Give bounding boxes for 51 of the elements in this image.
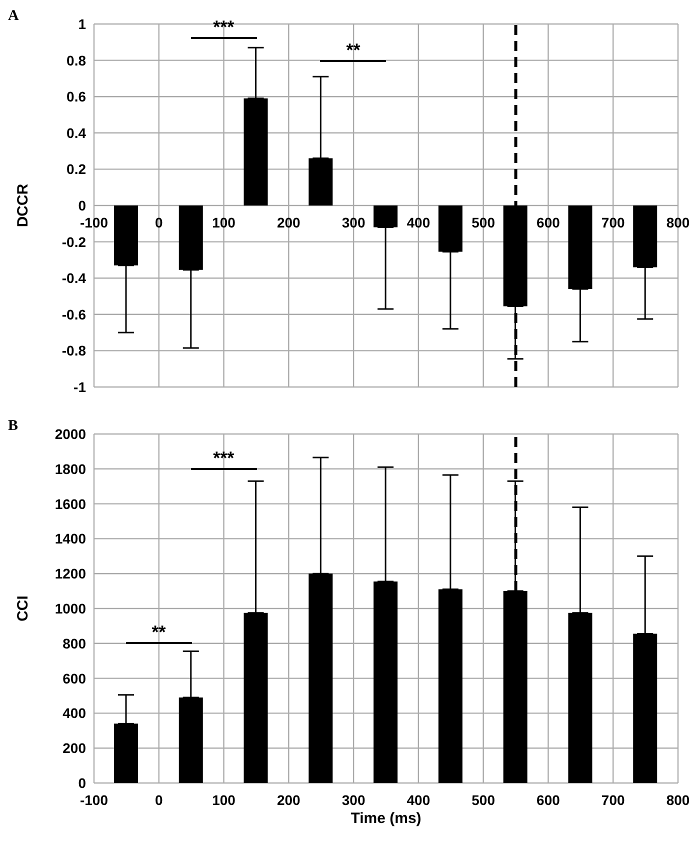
y-tick-label: 1200 xyxy=(54,566,86,582)
y-tick-label: 0.2 xyxy=(66,161,86,178)
x-tick-label: 800 xyxy=(666,214,690,230)
chart-title: A xyxy=(8,8,19,25)
x-tick-label: 600 xyxy=(536,214,560,230)
y-tick-label: -1 xyxy=(74,378,86,395)
x-tick-label: 500 xyxy=(472,792,496,808)
x-axis-title: Time (ms) xyxy=(350,810,422,827)
y-tick-label: 1 xyxy=(78,16,86,32)
y-tick-label: -0.2 xyxy=(62,234,86,250)
y-tick-label: -0.8 xyxy=(62,342,86,359)
x-tick-label: 400 xyxy=(406,792,430,808)
y-tick-label: 0.4 xyxy=(66,124,86,141)
y-tick-label: 1800 xyxy=(54,460,86,477)
y-tick-label: 0 xyxy=(78,197,86,214)
y-tick-label: 200 xyxy=(62,740,86,756)
annotation: ** xyxy=(152,622,166,642)
y-tick-label: 0 xyxy=(78,774,86,791)
y-tick-label: 2000 xyxy=(54,426,86,442)
y-axis-title: CCI xyxy=(14,596,32,622)
x-tick-label: 0 xyxy=(154,792,163,808)
x-tick-label: 100 xyxy=(212,792,236,808)
x-tick-label: 500 xyxy=(472,214,496,230)
annotation: ** xyxy=(346,40,360,60)
chart-title: B xyxy=(8,418,18,435)
y-tick-label: 600 xyxy=(62,670,86,686)
x-tick-label: 200 xyxy=(276,792,301,808)
y-tick-label: -0.4 xyxy=(62,270,86,286)
y-tick-label: -0.6 xyxy=(62,306,86,322)
x-tick-label: 400 xyxy=(406,214,430,230)
x-tick-label: 600 xyxy=(536,792,560,808)
y-tick-label: 400 xyxy=(62,705,86,722)
x-tick-label: -100 xyxy=(80,214,108,230)
y-tick-label: 0.6 xyxy=(66,88,86,105)
x-tick-label: 100 xyxy=(212,214,236,230)
x-tick-label: -100 xyxy=(80,792,108,808)
x-tick-label: 300 xyxy=(342,214,366,230)
y-tick-label: 1600 xyxy=(54,496,86,512)
y-axis-title: DCCR xyxy=(14,184,32,228)
y-tick-label: 800 xyxy=(62,635,86,652)
annotation: *** xyxy=(213,16,234,37)
y-tick-label: 1000 xyxy=(54,600,86,616)
y-tick-label: 0.8 xyxy=(66,52,86,68)
x-tick-label: 700 xyxy=(601,792,626,808)
x-tick-label: 800 xyxy=(666,792,690,808)
x-tick-label: 0 xyxy=(154,214,163,230)
x-tick-label: 300 xyxy=(342,792,366,808)
x-tick-label: 700 xyxy=(601,214,626,230)
annotation: *** xyxy=(213,448,234,468)
y-tick-label: 1400 xyxy=(54,530,86,547)
x-tick-label: 200 xyxy=(276,214,301,230)
